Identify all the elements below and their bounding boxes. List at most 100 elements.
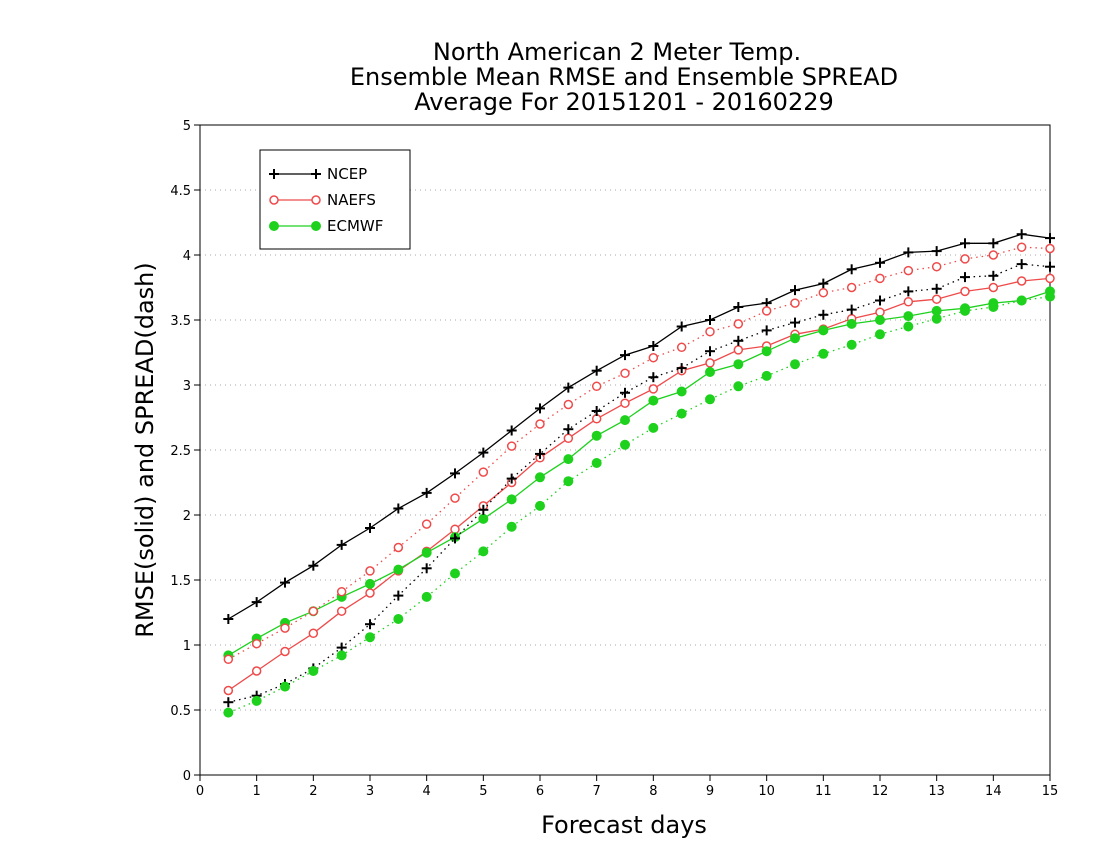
data-point-naefs-spread (1016, 242, 1027, 252)
data-point-naefs-spread (960, 254, 970, 264)
x-tick-label: 1 (253, 784, 261, 799)
data-point-ncep-rmse (223, 614, 234, 624)
x-tick-label: 9 (706, 784, 714, 799)
data-point-ncep-rmse (1045, 233, 1055, 244)
series-naefs-spread (223, 242, 1055, 665)
legend-marker-ncep-start (269, 169, 279, 179)
data-point-ncep-spread (705, 346, 715, 357)
data-point-ncep-rmse (705, 315, 715, 325)
data-point-ncep-rmse (421, 487, 432, 498)
data-point-ncep-rmse (591, 365, 602, 376)
y-tick-label: 4 (183, 249, 191, 264)
data-point-naefs-rmse (1045, 273, 1055, 284)
data-point-ecmwf-spread (1016, 295, 1027, 306)
data-point-ncep-spread (1016, 259, 1027, 270)
legend-marker-ncep-end (311, 169, 321, 179)
data-point-naefs-rmse (705, 358, 715, 368)
data-point-ecmwf-rmse (705, 367, 715, 377)
x-tick-label: 2 (309, 784, 317, 799)
y-tick-label: 4.5 (170, 184, 191, 199)
data-point-ecmwf-spread (733, 381, 744, 392)
data-point-ecmwf-spread (705, 394, 715, 405)
data-point-ncep-rmse (790, 285, 800, 296)
data-point-ncep-spread (620, 387, 630, 398)
data-point-ncep-spread (1045, 261, 1055, 272)
data-point-ncep-rmse (648, 341, 659, 351)
data-point-ecmwf-spread (591, 458, 602, 468)
x-tick-label: 15 (1042, 784, 1059, 799)
data-point-ncep-rmse (336, 539, 347, 550)
data-point-ncep-rmse (676, 321, 687, 332)
data-point-naefs-rmse (733, 345, 744, 355)
legend-marker-naefs-start (269, 195, 279, 205)
data-point-ecmwf-rmse (875, 315, 885, 325)
data-point-ecmwf-rmse (648, 395, 659, 406)
data-point-ncep-rmse (251, 597, 262, 608)
data-point-ecmwf-spread (761, 370, 772, 381)
data-point-ecmwf-spread (988, 302, 999, 312)
series-naefs-rmse (223, 273, 1055, 696)
data-point-ecmwf-rmse (535, 472, 545, 483)
title-line-3: Average For 20151201 - 20160229 (414, 88, 834, 116)
series-line-ncep-rmse (227, 233, 1051, 620)
data-point-ecmwf-spread (931, 313, 942, 324)
x-tick-label: 10 (758, 784, 775, 799)
legend-item-ncep: NCEP (269, 165, 367, 183)
data-point-ncep-spread (421, 563, 432, 574)
data-point-naefs-spread (535, 419, 545, 429)
data-point-ncep-rmse (931, 246, 942, 257)
data-point-ecmwf-spread (1045, 291, 1055, 302)
data-point-naefs-spread (308, 606, 319, 616)
data-point-ncep-spread (818, 309, 829, 320)
data-point-ncep-rmse (308, 560, 319, 571)
data-point-naefs-spread (733, 319, 744, 329)
data-point-ecmwf-spread (960, 305, 970, 316)
data-point-naefs-spread (365, 566, 375, 576)
data-point-ecmwf-spread (535, 500, 545, 511)
series-line-naefs-spread (227, 246, 1051, 660)
data-point-naefs-spread (761, 306, 772, 316)
data-point-naefs-rmse (365, 588, 375, 598)
data-point-ncep-spread (761, 325, 772, 336)
data-point-ncep-spread (931, 283, 942, 294)
y-tick-label: 1.5 (170, 574, 191, 589)
data-point-naefs-rmse (308, 628, 319, 639)
data-point-ecmwf-rmse (761, 346, 772, 357)
data-point-naefs-rmse (960, 286, 970, 297)
series-line-ecmwf-rmse (227, 290, 1051, 656)
data-point-ncep-rmse (960, 238, 970, 249)
data-point-ecmwf-spread (676, 408, 687, 419)
data-point-ncep-spread (960, 272, 970, 283)
x-tick-label: 0 (196, 784, 204, 799)
data-point-naefs-spread (705, 326, 715, 337)
x-tick-label: 5 (479, 784, 487, 799)
data-point-ecmwf-spread (223, 707, 234, 718)
series-ncep-spread (223, 259, 1055, 708)
data-point-ncep-rmse (846, 264, 857, 275)
data-point-ecmwf-spread (563, 476, 574, 487)
x-tick-label: 3 (366, 784, 374, 799)
data-point-ecmwf-spread (478, 546, 489, 557)
series-line-ncep-spread (228, 263, 1051, 703)
data-point-ecmwf-spread (308, 666, 319, 676)
data-point-naefs-rmse (563, 433, 574, 444)
y-tick-label: 2 (183, 509, 191, 524)
data-point-naefs-spread (251, 638, 262, 649)
data-point-ecmwf-spread (790, 359, 800, 370)
data-point-naefs-spread (790, 298, 800, 308)
data-point-ecmwf-rmse (903, 311, 914, 322)
data-point-naefs-rmse (620, 398, 630, 408)
data-point-ncep-rmse (818, 278, 829, 289)
data-point-naefs-spread (336, 586, 347, 597)
data-point-ecmwf-rmse (478, 513, 489, 524)
data-point-ncep-spread (506, 473, 517, 484)
data-point-ncep-rmse (563, 382, 574, 393)
data-point-naefs-spread (563, 399, 574, 410)
data-point-ecmwf-spread (280, 681, 290, 692)
legend-label-ecmwf: ECMWF (327, 217, 383, 235)
data-point-ncep-rmse (1016, 229, 1027, 240)
data-point-naefs-spread (931, 261, 942, 272)
data-point-naefs-rmse (223, 685, 234, 696)
data-point-ncep-spread (903, 286, 914, 297)
series-line-naefs-rmse (227, 277, 1051, 692)
